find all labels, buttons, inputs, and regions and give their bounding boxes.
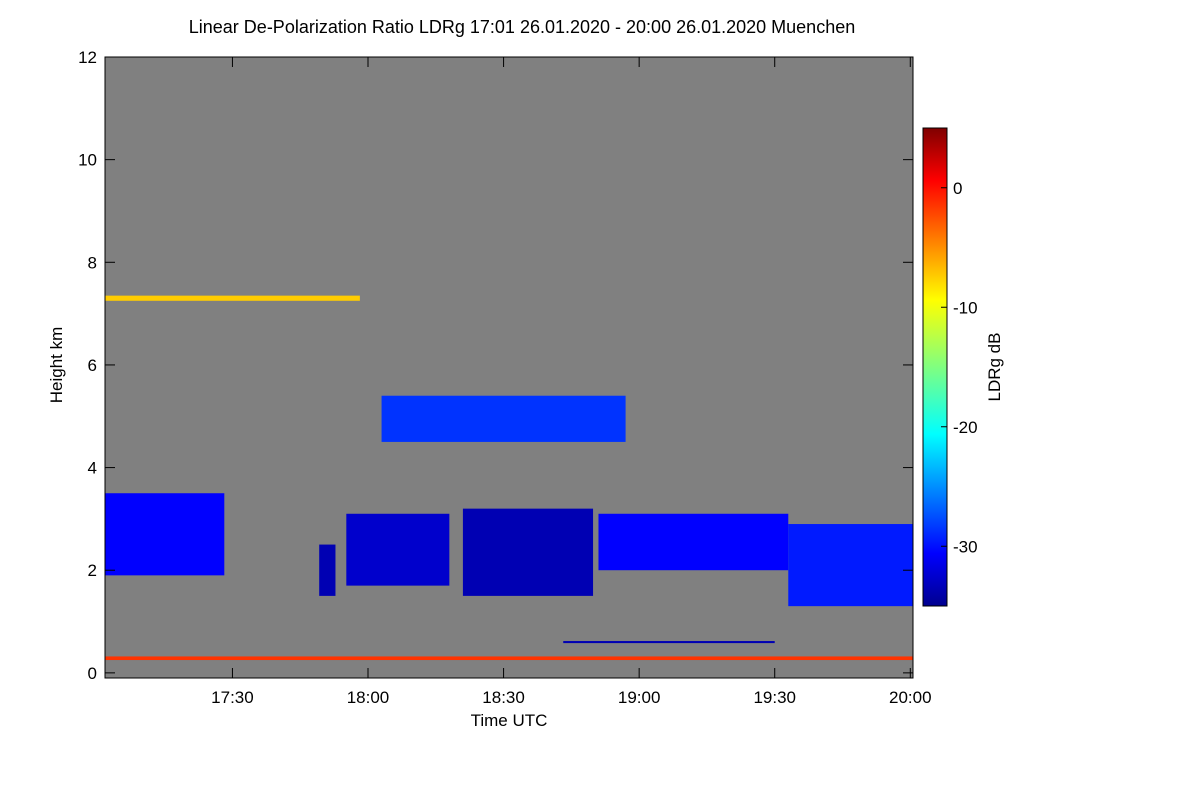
y-tick-label: 4 [88,459,97,478]
chart-title: Linear De-Polarization Ratio LDRg 17:01 … [189,17,855,37]
data-cell [105,656,913,661]
data-cell [381,395,626,442]
y-tick-label: 8 [88,253,97,272]
data-cell [105,295,360,301]
x-tick-label: 19:00 [618,688,661,707]
data-cell [105,493,225,576]
colorbar-tick-label: 0 [953,179,962,198]
data-cell [346,513,450,586]
y-axis-label: Height km [47,327,66,404]
colorbar-label: LDRg dB [985,333,1004,402]
y-tick-label: 6 [88,356,97,375]
x-tick-label: 17:30 [211,688,254,707]
colorbar-tick-label: -20 [953,418,978,437]
y-tick-label: 2 [88,561,97,580]
colorbar-tick-label: -30 [953,537,978,556]
colorbar [922,127,948,607]
plot-frame [104,56,914,679]
x-tick-label: 19:30 [753,688,796,707]
x-axis-label: Time UTC [471,711,548,730]
data-cell [563,641,775,644]
x-tick-label: 18:30 [482,688,525,707]
x-tick-label: 18:00 [347,688,390,707]
data-cell [788,524,913,607]
x-tick-label: 20:00 [889,688,932,707]
data-cell [462,508,594,596]
data-cell [598,513,789,571]
y-tick-label: 0 [88,664,97,683]
y-tick-label: 12 [78,48,97,67]
data-cell [319,544,336,596]
y-tick-label: 10 [78,151,97,170]
colorbar-tick-label: -10 [953,298,978,317]
